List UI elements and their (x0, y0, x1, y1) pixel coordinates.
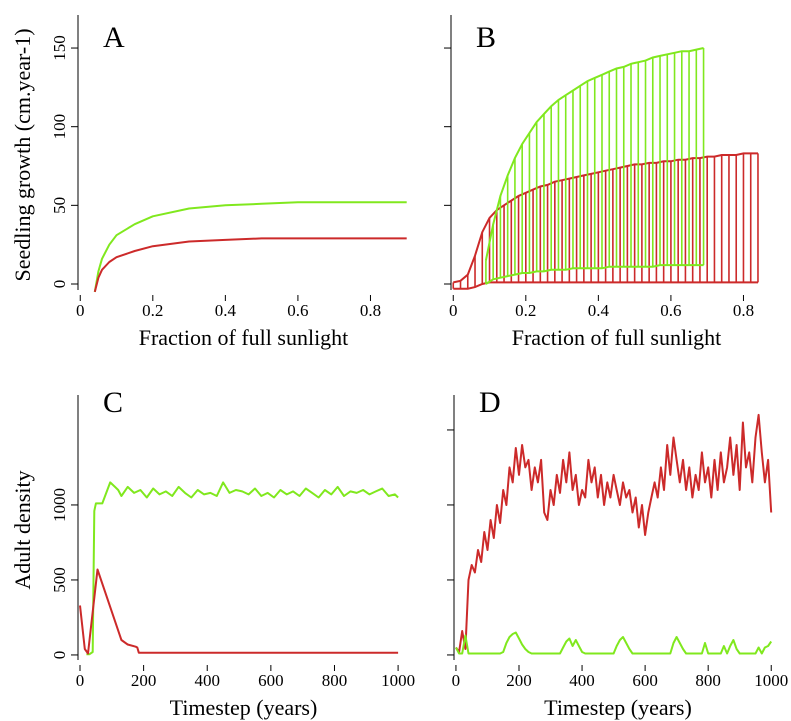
x-axis-label: Fraction of full sunlight (139, 325, 349, 350)
x-tick-label: 400 (569, 671, 595, 690)
x-tick-label: 1000 (754, 671, 788, 690)
x-tick-label: 0.4 (588, 301, 610, 320)
x-tick-label: 0.6 (660, 301, 681, 320)
y-axis-label: Seedling growth (cm.year-1) (10, 28, 35, 281)
x-tick-label: 400 (194, 671, 220, 690)
y-tick-label: 150 (50, 35, 69, 61)
band-lower (453, 281, 758, 290)
x-tick-label: 0.8 (360, 301, 381, 320)
line (93, 237, 407, 293)
y-tick-label: 0 (50, 280, 69, 289)
x-axis-label: Timestep (years) (170, 695, 318, 720)
y-tick-label: 1000 (50, 488, 69, 522)
panel-label: B (476, 21, 496, 54)
panel-label: D (479, 386, 501, 419)
y-tick-label: 500 (50, 567, 69, 593)
band-lower (485, 264, 704, 285)
x-tick-label: 600 (258, 671, 284, 690)
x-tick-label: 0 (76, 671, 85, 690)
band-upper (453, 152, 758, 284)
panel-label: A (103, 21, 125, 54)
x-tick-label: 200 (131, 671, 157, 690)
line (86, 481, 399, 656)
line (455, 631, 773, 655)
y-axis-label: Adult density (10, 470, 35, 589)
line (93, 201, 407, 293)
panel-label: C (103, 386, 123, 419)
x-tick-label: 0.8 (733, 301, 754, 320)
x-axis-label: Fraction of full sunlight (512, 325, 722, 350)
x-tick-label: 600 (632, 671, 658, 690)
x-tick-label: 0.2 (515, 301, 536, 320)
line (455, 413, 773, 653)
y-tick-label: 100 (50, 114, 69, 140)
x-tick-label: 0.2 (142, 301, 163, 320)
band-upper (484, 47, 704, 261)
x-tick-label: 0 (452, 671, 461, 690)
x-axis-label: Timestep (years) (544, 695, 692, 720)
x-tick-label: 0.6 (287, 301, 308, 320)
x-tick-label: 800 (322, 671, 348, 690)
x-tick-label: 0 (76, 301, 85, 320)
line (79, 568, 399, 655)
y-tick-label: 50 (50, 197, 69, 214)
x-tick-label: 800 (695, 671, 721, 690)
y-tick-label: 0 (50, 651, 69, 660)
x-tick-label: 0.4 (215, 301, 237, 320)
x-tick-label: 200 (506, 671, 532, 690)
x-tick-label: 0 (449, 301, 458, 320)
x-tick-label: 1000 (381, 671, 415, 690)
